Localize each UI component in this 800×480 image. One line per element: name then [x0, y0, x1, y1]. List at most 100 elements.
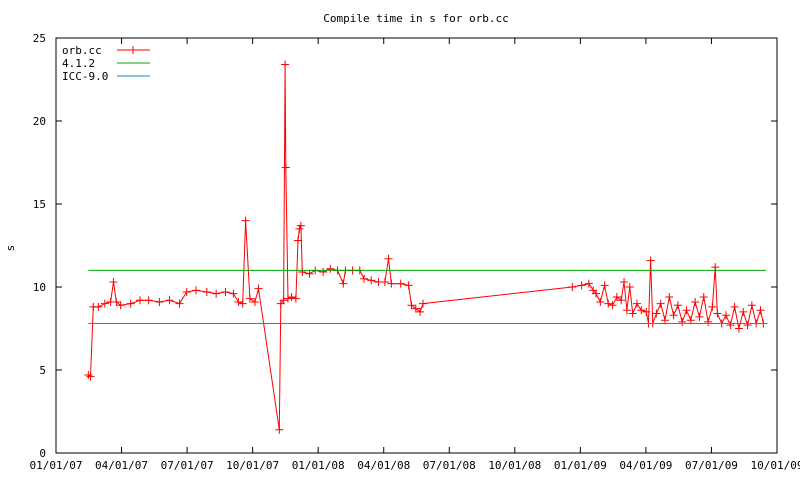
data-point [620, 278, 629, 287]
data-point [612, 292, 621, 301]
data-point [652, 309, 661, 318]
data-point [86, 372, 95, 381]
data-point [281, 60, 290, 69]
data-point [326, 264, 335, 273]
data-point [622, 306, 631, 315]
data-point [691, 297, 700, 306]
data-point [279, 296, 288, 305]
x-tick-label: 07/01/08 [423, 459, 476, 472]
x-tick-label: 01/01/07 [30, 459, 83, 472]
data-point [238, 299, 247, 308]
data-point [711, 263, 720, 272]
data-point [360, 274, 369, 283]
data-point [739, 307, 748, 316]
data-point [144, 296, 153, 305]
data-point [339, 279, 348, 288]
data-point [686, 316, 695, 325]
y-tick-label: 5 [39, 364, 46, 377]
data-point [646, 256, 655, 265]
data-point [298, 268, 307, 277]
x-tick-label: 07/01/09 [685, 459, 738, 472]
y-tick-label: 25 [33, 32, 46, 45]
data-point [287, 292, 296, 301]
data-point [212, 289, 221, 298]
x-tick-label: 10/01/07 [226, 459, 279, 472]
data-point [241, 216, 250, 225]
data-point [305, 269, 314, 278]
data-point [747, 301, 756, 310]
data-point [202, 287, 211, 296]
data-point [596, 297, 605, 306]
data-point [726, 321, 735, 330]
data-point [568, 283, 577, 291]
data-point [94, 302, 103, 311]
data-point [669, 311, 678, 320]
series-line [88, 64, 764, 430]
data-point [637, 306, 646, 315]
data-point [387, 279, 396, 288]
data-point [608, 301, 617, 310]
data-point [628, 309, 637, 318]
x-tick-label: 10/01/08 [488, 459, 541, 472]
data-point [109, 278, 118, 287]
legend-marker [129, 46, 137, 54]
legend-label: 4.1.2 [62, 57, 95, 70]
data-point [295, 224, 304, 233]
data-point [245, 294, 254, 303]
data-point [229, 289, 238, 298]
data-point [756, 306, 765, 315]
y-tick-label: 15 [33, 198, 46, 211]
plot-frame [55, 37, 778, 454]
data-point [678, 317, 687, 326]
data-point [254, 284, 263, 293]
data-point [291, 294, 300, 303]
data-point [404, 281, 413, 290]
data-point [411, 304, 420, 313]
data-point [695, 312, 704, 321]
data-point [600, 281, 609, 290]
data-point [642, 307, 651, 316]
data-point [625, 283, 634, 291]
data-point [577, 281, 586, 290]
data-point [283, 294, 292, 303]
data-point [367, 276, 376, 285]
data-point [632, 299, 641, 308]
data-point [116, 301, 125, 310]
data-point [84, 370, 93, 379]
data-point [296, 221, 305, 230]
data-point [112, 297, 121, 306]
x-tick-label: 04/01/09 [619, 459, 672, 472]
data-point [275, 425, 284, 434]
data-point [704, 317, 713, 326]
data-point [155, 297, 164, 306]
data-point [380, 278, 389, 287]
data-point [713, 309, 722, 318]
data-point [234, 297, 243, 306]
data-point [656, 299, 665, 308]
data-point [730, 302, 739, 311]
data-point [673, 301, 682, 310]
data-point [416, 307, 425, 316]
data-point [100, 299, 109, 308]
data-point [617, 296, 626, 305]
x-tick-label: 01/01/09 [554, 459, 607, 472]
data-point [175, 299, 184, 308]
y-tick-label: 0 [39, 447, 46, 460]
axes: 0 5 10 15 20 25 01/01/07 04/01/07 07/01/07 10/01/… [30, 32, 800, 472]
x-tick-label: 07/01/07 [161, 459, 214, 472]
y-tick-label: 10 [33, 281, 46, 294]
data-point [699, 292, 708, 301]
series-orb-cc [84, 60, 768, 434]
x-tick-label: 01/01/08 [292, 459, 345, 472]
data-point [384, 254, 393, 263]
data-point [722, 311, 731, 320]
y-tick-label: 20 [33, 115, 46, 128]
data-point [682, 306, 691, 315]
data-point [660, 316, 669, 325]
data-point [584, 279, 593, 288]
x-tick-label: 10/01/09 [751, 459, 800, 472]
data-point [592, 289, 601, 298]
data-point [604, 299, 613, 308]
legend-label: orb.cc [62, 44, 102, 57]
